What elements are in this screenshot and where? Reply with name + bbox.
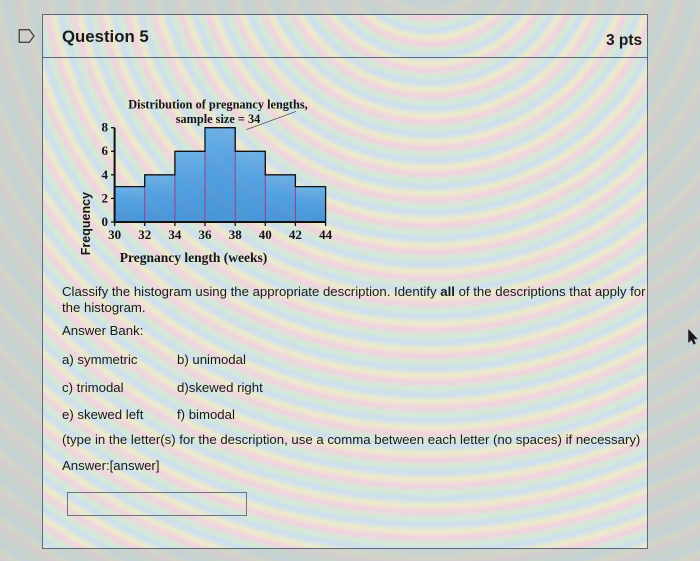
svg-text:Distribution of pregnancy leng: Distribution of pregnancy lengths, <box>128 98 307 112</box>
svg-text:40: 40 <box>259 227 272 242</box>
svg-text:36: 36 <box>199 227 213 242</box>
svg-text:32: 32 <box>138 227 151 242</box>
svg-text:42: 42 <box>289 227 302 242</box>
svg-text:6: 6 <box>102 143 109 158</box>
svg-text:38: 38 <box>229 227 243 242</box>
svg-text:34: 34 <box>168 227 182 242</box>
svg-text:30: 30 <box>108 227 121 242</box>
svg-text:0: 0 <box>102 214 109 229</box>
svg-text:8: 8 <box>102 120 109 135</box>
svg-text:4: 4 <box>102 167 109 182</box>
svg-text:sample size = 34: sample size = 34 <box>176 112 261 126</box>
svg-text:2: 2 <box>102 190 109 205</box>
svg-text:44: 44 <box>319 227 333 242</box>
